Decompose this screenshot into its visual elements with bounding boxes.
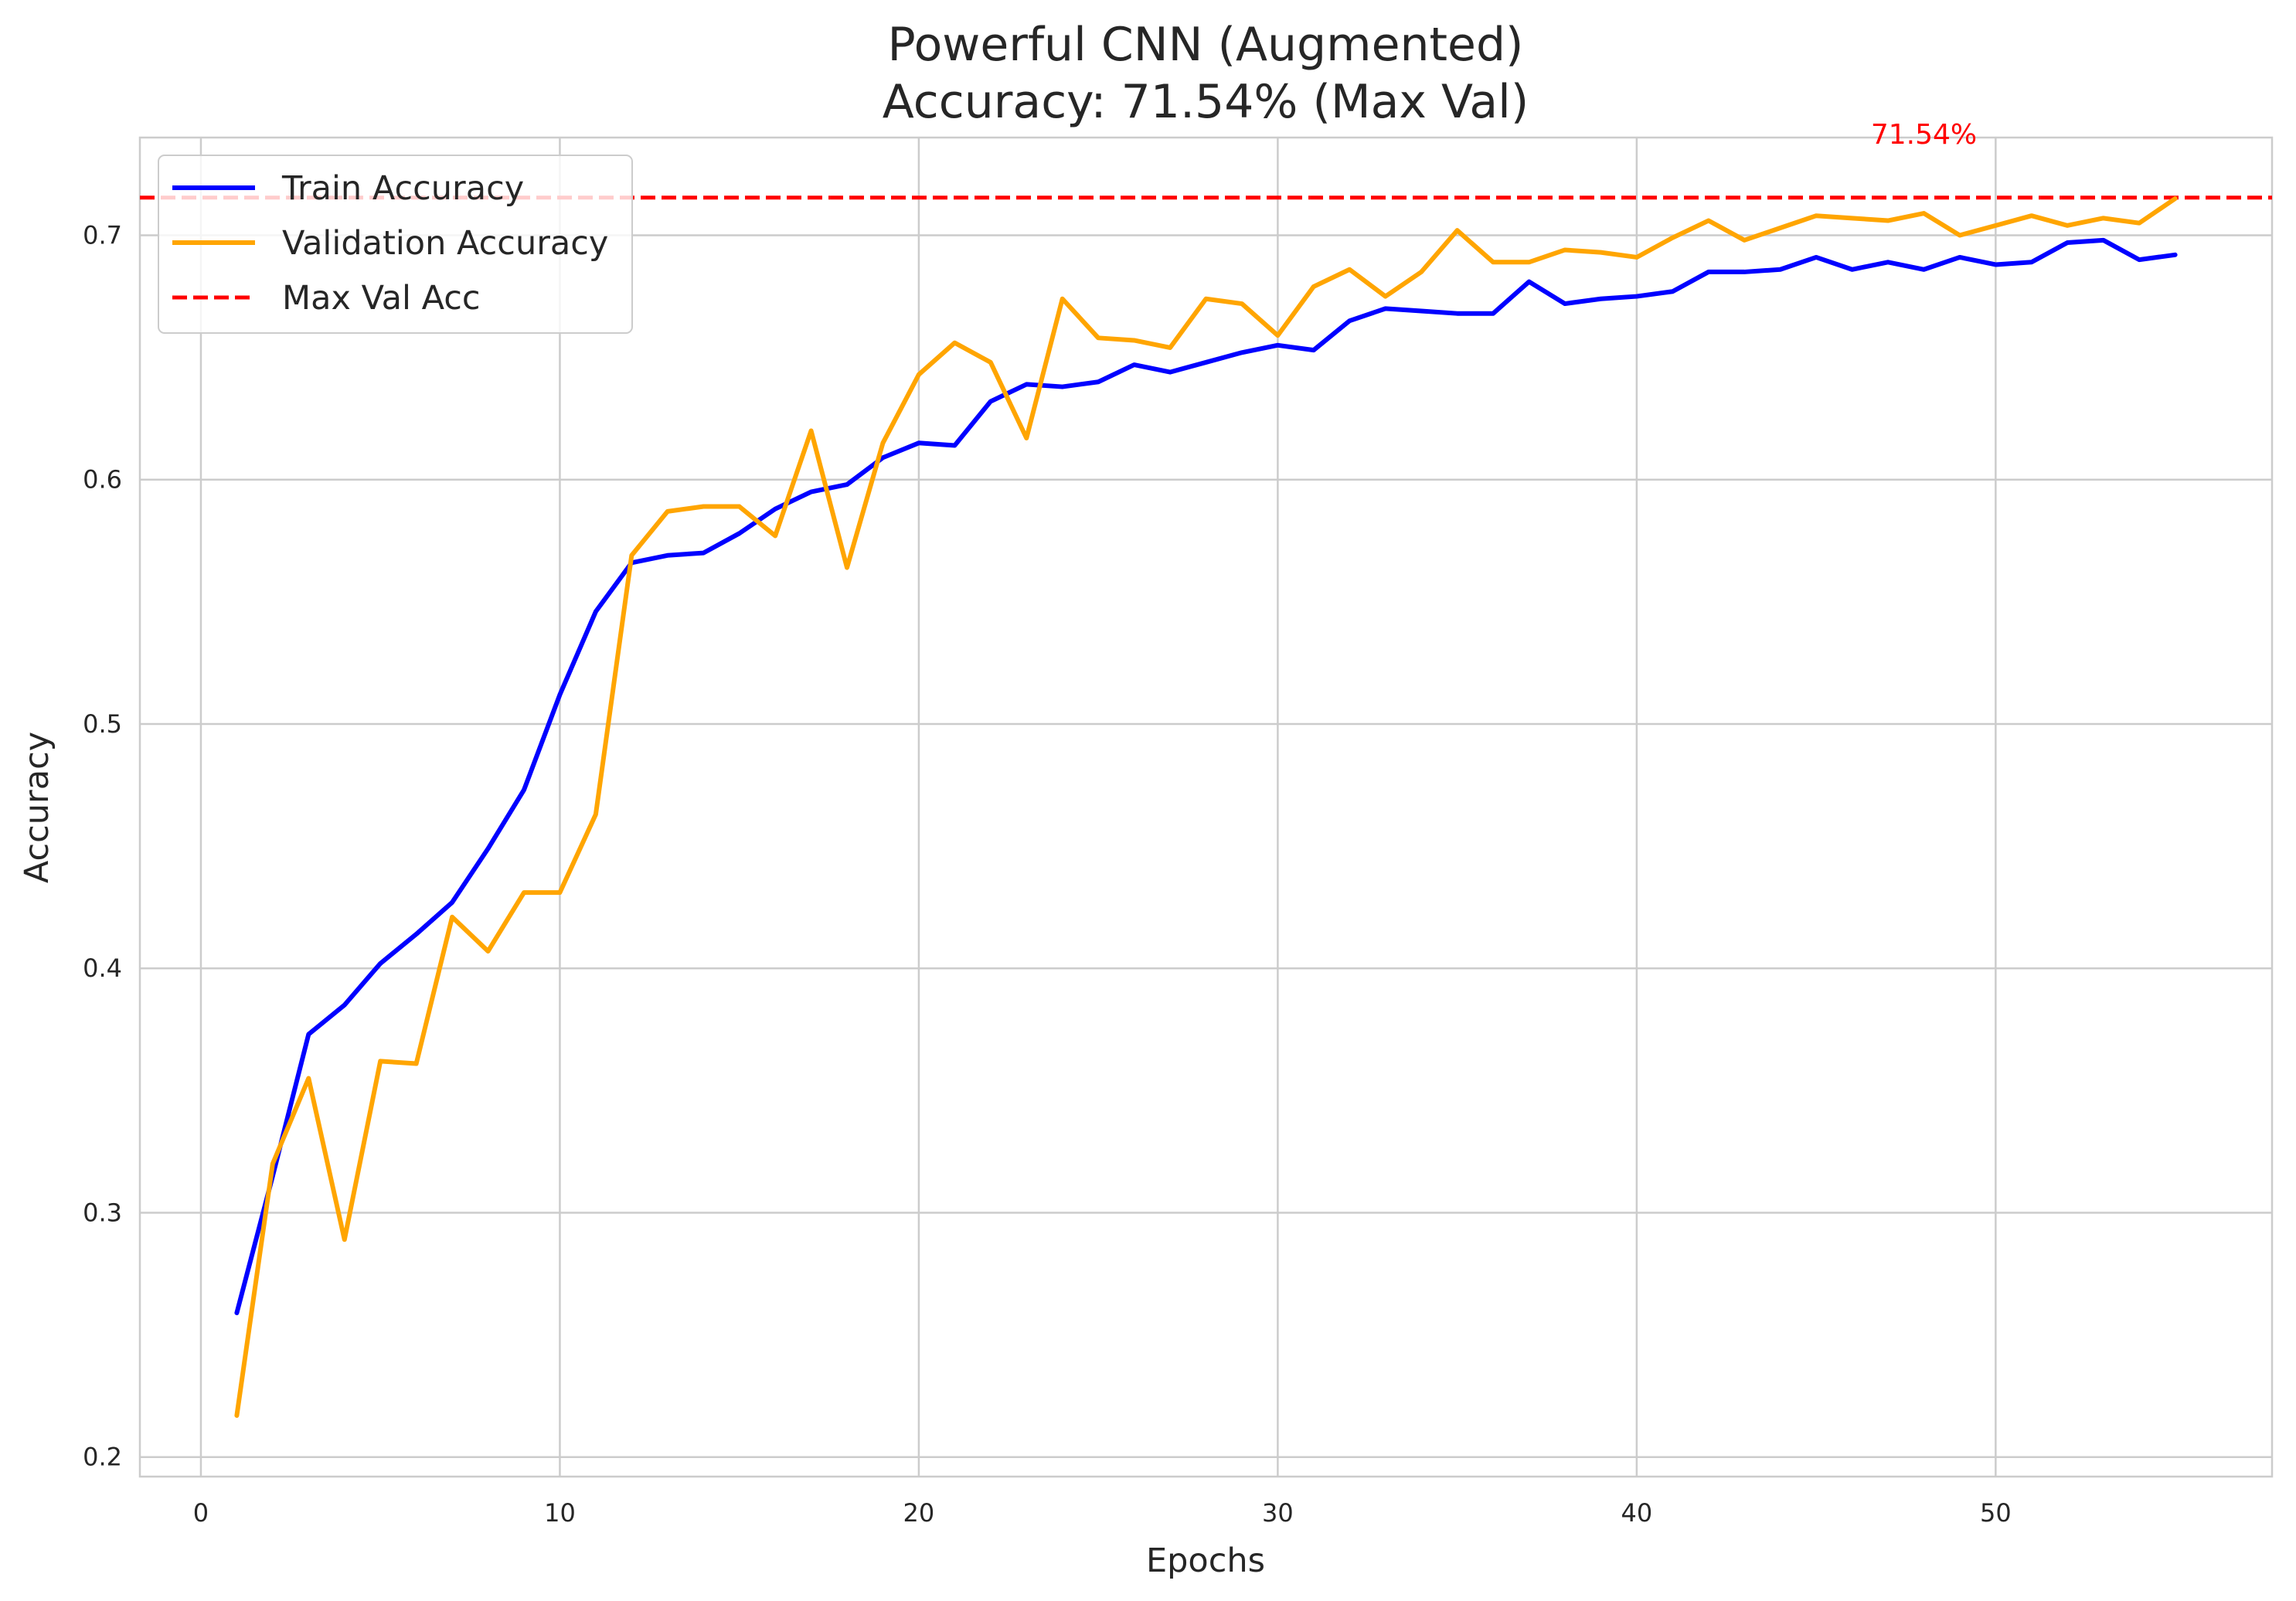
legend-train-label: Train Accuracy xyxy=(281,169,524,208)
validation-accuracy-line xyxy=(234,196,2178,1418)
x-tick-label: 30 xyxy=(1262,1498,1294,1528)
tick-labels: 0 10 20 30 40 50 0.2 0.3 0.4 0.5 0.6 0.7 xyxy=(83,220,2012,1528)
train-accuracy-line xyxy=(234,237,2178,1316)
x-axis-label: Epochs xyxy=(1146,1542,1265,1580)
plot-frame xyxy=(138,136,2274,1478)
x-tick-label: 40 xyxy=(1621,1498,1653,1528)
x-tick-label: 10 xyxy=(544,1498,576,1528)
y-tick-label: 0.3 xyxy=(83,1198,122,1227)
max-val-annotation: 71.54% xyxy=(1871,119,1977,151)
chart-title-line-1: Powerful CNN (Augmented) xyxy=(888,18,1524,72)
legend-validation-label: Validation Accuracy xyxy=(282,224,608,263)
y-tick-label: 0.5 xyxy=(83,709,122,739)
y-axis-label: Accuracy xyxy=(18,732,56,883)
legend-box xyxy=(158,155,633,334)
chart-title-line-2: Accuracy: 71.54% (Max Val) xyxy=(883,75,1529,129)
grid-lines xyxy=(140,138,2272,1477)
y-tick-label: 0.2 xyxy=(83,1443,122,1472)
x-tick-label: 0 xyxy=(193,1498,209,1528)
y-tick-label: 0.4 xyxy=(83,953,122,983)
legend-max-val-label: Max Val Acc xyxy=(282,279,481,318)
x-tick-label: 50 xyxy=(1980,1498,2012,1528)
legend: Train Accuracy Validation Accuracy Max V… xyxy=(158,155,633,334)
x-tick-label: 20 xyxy=(903,1498,935,1528)
y-tick-label: 0.7 xyxy=(83,220,122,250)
y-tick-label: 0.6 xyxy=(83,465,122,495)
